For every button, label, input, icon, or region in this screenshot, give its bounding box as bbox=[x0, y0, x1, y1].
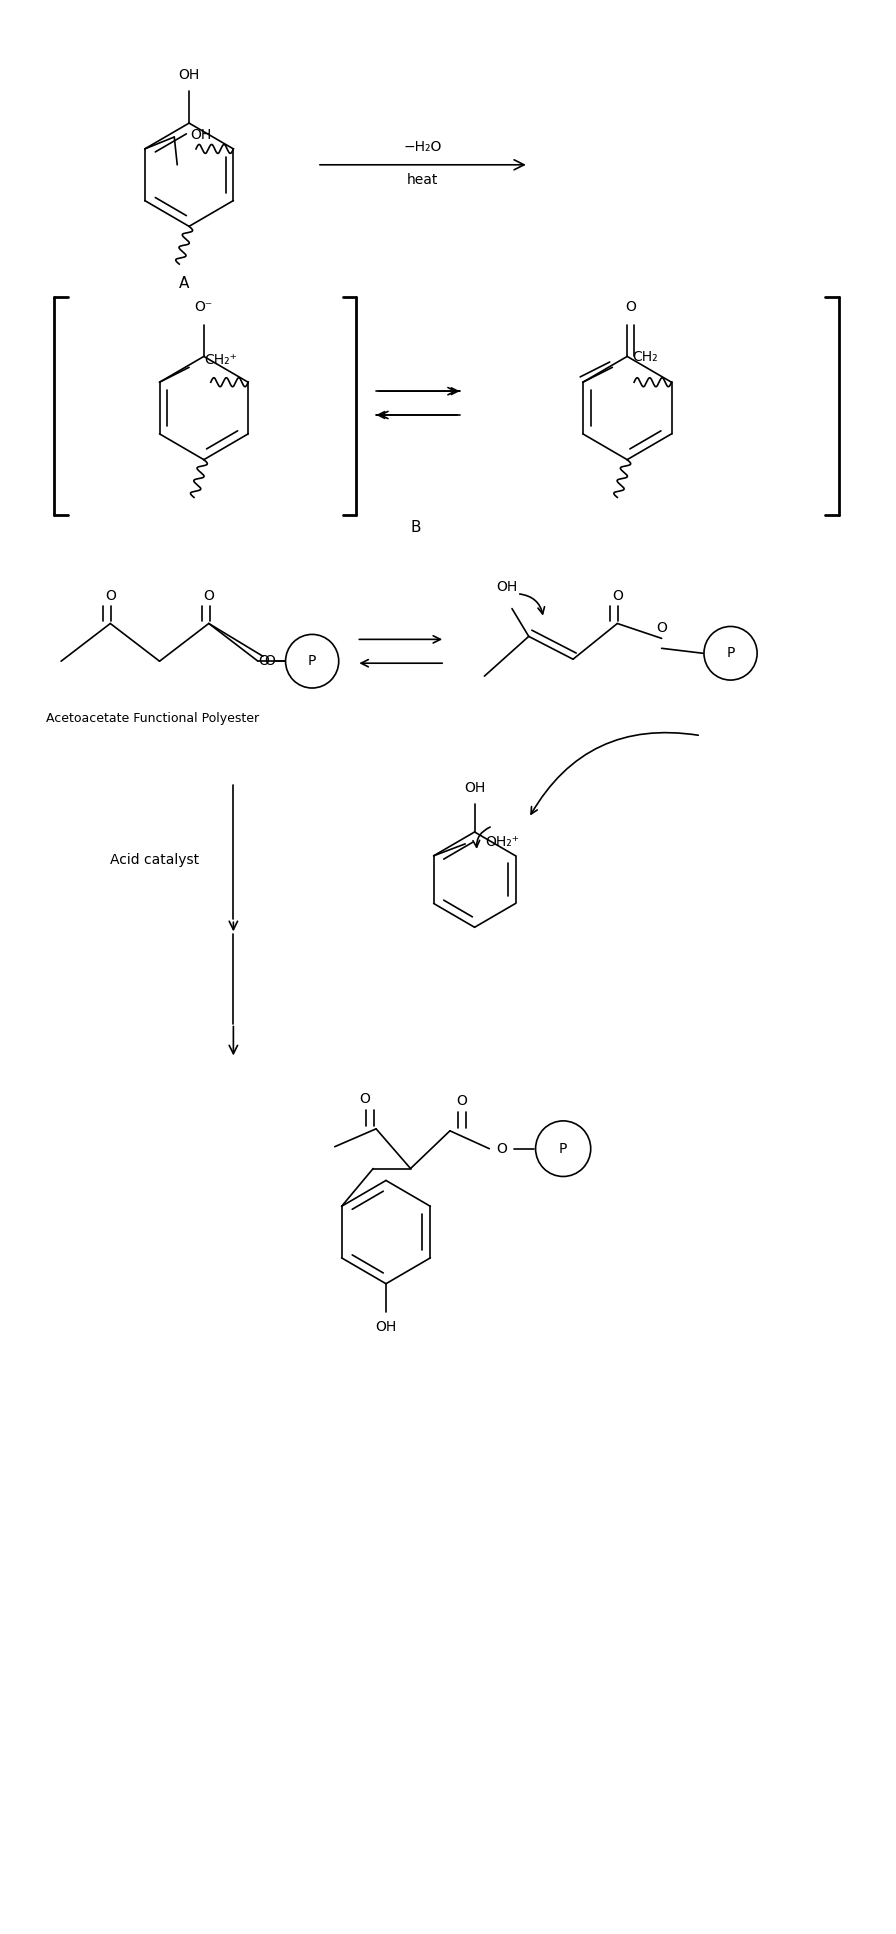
Text: O: O bbox=[203, 588, 214, 603]
Text: −H₂O: −H₂O bbox=[403, 139, 442, 155]
Text: Acetoacetate Functional Polyester: Acetoacetate Functional Polyester bbox=[47, 712, 260, 725]
Text: B: B bbox=[410, 520, 421, 534]
Text: O: O bbox=[264, 654, 275, 669]
Text: P: P bbox=[727, 646, 735, 659]
Text: P: P bbox=[559, 1141, 567, 1157]
Text: O: O bbox=[612, 588, 623, 603]
Text: O: O bbox=[625, 300, 636, 313]
Text: O: O bbox=[105, 588, 116, 603]
Text: OH: OH bbox=[375, 1321, 397, 1334]
Text: O: O bbox=[258, 654, 269, 669]
Text: heat: heat bbox=[407, 172, 438, 188]
Text: O: O bbox=[358, 1093, 370, 1106]
Text: CH₂: CH₂ bbox=[632, 350, 658, 364]
Text: O: O bbox=[456, 1095, 467, 1108]
Text: OH: OH bbox=[190, 128, 211, 141]
Text: O: O bbox=[496, 1141, 507, 1157]
Text: O: O bbox=[656, 621, 668, 636]
Text: O⁻: O⁻ bbox=[194, 300, 213, 313]
Text: Acid catalyst: Acid catalyst bbox=[110, 853, 199, 866]
Text: OH: OH bbox=[464, 781, 486, 795]
Text: CH₂⁺: CH₂⁺ bbox=[204, 354, 237, 367]
Text: OH: OH bbox=[496, 580, 518, 594]
Text: P: P bbox=[308, 654, 316, 669]
Text: OH: OH bbox=[178, 68, 200, 83]
Text: OH₂⁺: OH₂⁺ bbox=[486, 835, 520, 849]
Text: A: A bbox=[179, 277, 189, 292]
